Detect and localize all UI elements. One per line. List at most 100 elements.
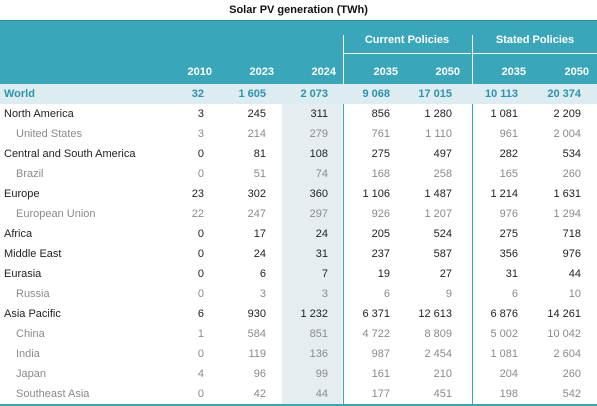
value-cell-cp-2050: 17 015: [418, 88, 452, 100]
value-cell-2010: 22: [191, 208, 204, 220]
value-cell-sp-2035: 1 214: [490, 188, 518, 200]
value-cell-sp-2050: 260: [562, 368, 581, 380]
value-cell-sp-2035: 282: [499, 148, 518, 160]
value-cell-cp-2035: 168: [371, 168, 390, 180]
value-cell-cp-2035: 9 068: [362, 88, 390, 100]
value-cell-cp-2035: 275: [371, 148, 390, 160]
value-cell-2023: 302: [247, 188, 266, 200]
value-cell-2024: 1 232: [300, 308, 328, 320]
table-row: Japan 4 96 99 161 210 204 260: [0, 364, 597, 384]
group-current-underline: [343, 53, 471, 54]
row-label: European Union: [16, 208, 96, 220]
table-body: World 32 1 605 2 073 9 068 17 015 10 113 20 374…: [0, 84, 597, 406]
table-title: Solar PV generation (TWh): [229, 4, 368, 16]
year-header-sp-2035: 2035: [501, 66, 526, 78]
value-cell-2010: 0: [197, 148, 204, 160]
value-cell-2024: 31: [315, 248, 328, 260]
value-cell-cp-2050: 8 809: [424, 328, 452, 340]
value-cell-sp-2050: 10: [568, 288, 581, 300]
row-label: United States: [16, 128, 83, 140]
value-cell-2010: 32: [191, 88, 204, 100]
table-row: India 0 119 136 987 2 454 1 081 2 604: [0, 344, 597, 364]
year-header-cp-2035: 2035: [373, 66, 398, 78]
row-label: Asia Pacific: [4, 308, 61, 320]
value-cell-cp-2035: 856: [371, 108, 390, 120]
group-stated-underline: [473, 53, 597, 54]
value-cell-cp-2035: 4 722: [362, 328, 390, 340]
value-cell-2023: 584: [247, 328, 266, 340]
table-row: Africa 0 17 24 205 524 275 718: [0, 224, 597, 244]
value-cell-2024: 311: [310, 108, 328, 120]
value-cell-sp-2035: 961: [499, 128, 518, 140]
value-cell-cp-2035: 6 371: [362, 308, 390, 320]
value-cell-sp-2035: 1 081: [490, 108, 518, 120]
value-cell-cp-2050: 27: [439, 268, 452, 280]
value-cell-cp-2050: 1 110: [425, 128, 452, 140]
value-cell-cp-2035: 19: [377, 268, 390, 280]
value-cell-2024: 136: [309, 348, 328, 360]
value-cell-cp-2050: 258: [433, 168, 452, 180]
value-cell-2023: 17: [253, 228, 266, 240]
value-cell-2023: 214: [247, 128, 266, 140]
row-label: Southeast Asia: [16, 388, 90, 400]
value-cell-cp-2050: 451: [433, 388, 452, 400]
table-row: Asia Pacific 6 930 1 232 6 371 12 613 6 876 14 …: [0, 304, 597, 324]
value-cell-sp-2035: 976: [499, 208, 518, 220]
value-cell-2023: 51: [253, 168, 266, 180]
value-cell-2024: 360: [309, 188, 328, 200]
value-cell-2010: 0: [197, 248, 204, 260]
row-label: North America: [4, 108, 74, 120]
table-row: Eurasia 0 6 7 19 27 31 44: [0, 264, 597, 284]
value-cell-2010: 0: [197, 268, 204, 280]
group-current-policies: Current Policies: [364, 34, 450, 46]
value-cell-sp-2035: 31: [505, 268, 518, 280]
table-header: Current Policies Stated Policies 2010 20…: [0, 20, 597, 84]
value-cell-2010: 0: [197, 228, 204, 240]
value-cell-2023: 245: [247, 108, 266, 120]
value-cell-2023: 3: [259, 288, 266, 300]
value-cell-sp-2050: 260: [562, 168, 581, 180]
value-cell-2023: 930: [247, 308, 266, 320]
value-cell-sp-2035: 204: [499, 368, 518, 380]
row-label: India: [16, 348, 40, 360]
value-cell-sp-2035: 1 081: [490, 348, 518, 360]
value-cell-cp-2050: 1 280: [424, 108, 452, 120]
value-cell-cp-2035: 6: [383, 288, 390, 300]
value-cell-sp-2050: 20 374: [547, 88, 581, 100]
value-cell-sp-2050: 2 004: [553, 128, 581, 140]
row-label: World: [4, 88, 35, 100]
table-row: Europe 23 302 360 1 106 1 487 1 214 1 631: [0, 184, 597, 204]
value-cell-2023: 6: [259, 268, 266, 280]
value-cell-cp-2050: 12 613: [418, 308, 452, 320]
group-stated-policies: Stated Policies: [495, 34, 575, 46]
body-separator-current: [343, 84, 344, 404]
value-cell-sp-2050: 14 261: [547, 308, 581, 320]
value-cell-2010: 1: [197, 328, 204, 340]
value-cell-sp-2035: 165: [499, 168, 518, 180]
value-cell-2023: 119: [248, 348, 266, 360]
value-cell-sp-2050: 44: [568, 268, 581, 280]
value-cell-cp-2050: 1 207: [424, 208, 452, 220]
value-cell-cp-2035: 987: [371, 348, 390, 360]
value-cell-2024: 2 073: [300, 88, 328, 100]
value-cell-sp-2050: 1 631: [553, 188, 581, 200]
value-cell-2024: 297: [309, 208, 328, 220]
row-label: China: [16, 328, 45, 340]
value-cell-2010: 4: [197, 368, 204, 380]
body-separator-stated: [472, 84, 473, 404]
table-row: North America 3 245 311 856 1 280 1 081 2 209: [0, 104, 597, 124]
table-row: Southeast Asia 0 42 44 177 451 198 542: [0, 384, 597, 404]
value-cell-cp-2035: 1 106: [362, 188, 390, 200]
table-row: Middle East 0 24 31 237 587 356 976: [0, 244, 597, 264]
row-label: Eurasia: [4, 268, 42, 280]
value-cell-cp-2050: 9: [445, 288, 452, 300]
value-cell-2024: 24: [315, 228, 328, 240]
value-cell-2023: 81: [253, 148, 266, 160]
value-cell-2024: 7: [321, 268, 328, 280]
table-row: United States 3 214 279 761 1 110 961 2 004: [0, 124, 597, 144]
value-cell-2024: 851: [309, 328, 328, 340]
row-label: Middle East: [4, 248, 62, 260]
value-cell-sp-2050: 2 209: [553, 108, 581, 120]
value-cell-cp-2035: 177: [371, 388, 390, 400]
value-cell-sp-2035: 10 113: [484, 88, 518, 100]
